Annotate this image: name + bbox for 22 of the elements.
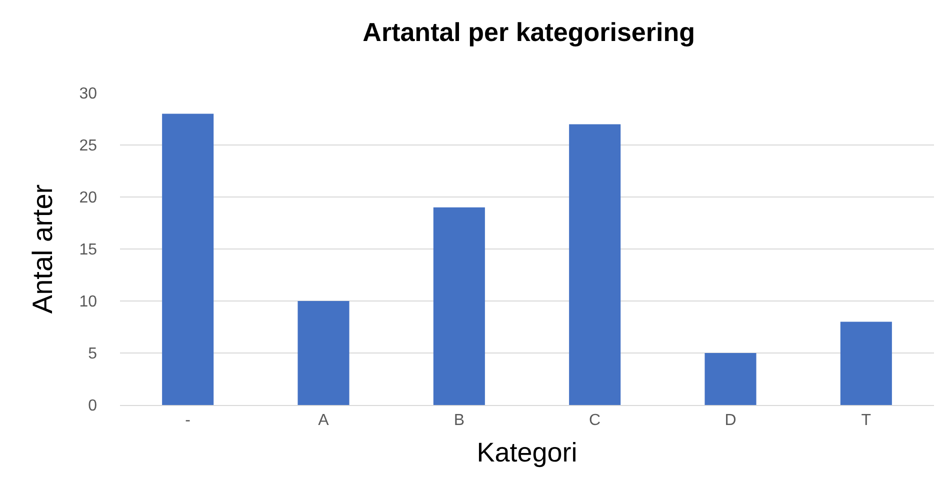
y-tick-label: 25 xyxy=(79,138,98,155)
y-tick-label: 5 xyxy=(88,346,98,363)
bar xyxy=(298,301,350,405)
y-tick-label: 15 xyxy=(79,242,98,259)
x-tick-label: - xyxy=(185,412,190,430)
x-tick-label: C xyxy=(589,412,601,430)
x-tick-label: T xyxy=(861,412,872,430)
x-tick-label: D xyxy=(724,412,736,430)
bar xyxy=(162,114,214,405)
x-tick-label: A xyxy=(318,412,330,430)
bar xyxy=(569,124,621,405)
x-tick-label: B xyxy=(454,412,465,430)
y-tick-label: 10 xyxy=(79,294,98,311)
y-tick-label: 0 xyxy=(88,398,98,415)
chart-title: Artantal per kategorisering xyxy=(362,16,695,47)
bar xyxy=(433,207,485,405)
bar xyxy=(840,322,892,405)
x-axis-title: Kategori xyxy=(476,438,578,468)
y-axis-title: Antal arter xyxy=(26,184,58,314)
bar xyxy=(704,353,756,405)
y-tick-label: 30 xyxy=(79,86,98,103)
y-tick-label: 20 xyxy=(79,190,98,207)
